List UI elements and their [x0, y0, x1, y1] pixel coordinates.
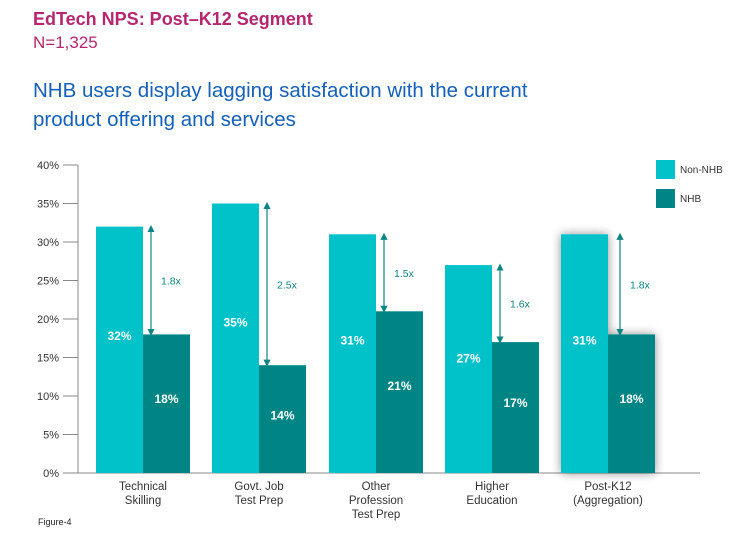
y-tick-label: 0%: [43, 468, 59, 480]
bar-non-nhb: [445, 265, 492, 473]
bar-value-label: 21%: [387, 379, 411, 393]
ratio-label: 1.8x: [161, 276, 182, 288]
legend-swatch-nhb: [656, 189, 675, 208]
bar-value-label: 32%: [107, 329, 131, 343]
bar-value-label: 35%: [223, 316, 247, 330]
bar-value-label: 31%: [340, 334, 364, 348]
bars: [96, 203, 655, 473]
legend-label: Non-NHB: [680, 165, 723, 176]
ratio-label: 1.8x: [630, 279, 651, 291]
bar-non-nhb: [329, 234, 376, 473]
bar-value-label: 18%: [154, 392, 178, 406]
x-category-label: Skilling: [125, 495, 161, 507]
ratio-label: 1.5x: [394, 268, 415, 280]
chart-title: EdTech NPS: Post–K12 Segment: [33, 9, 313, 29]
y-tick-label: 40%: [37, 160, 59, 172]
legend: Non-NHB NHB: [656, 160, 723, 208]
ratio-label: 1.6x: [510, 299, 531, 311]
bar-group: [96, 226, 190, 473]
bar-value-label: 18%: [619, 392, 643, 406]
bar-nhb: [608, 334, 655, 473]
bar-nhb: [492, 342, 539, 473]
x-category-label: Technical: [119, 481, 167, 493]
y-tick-label: 20%: [37, 314, 59, 326]
bar-value-label: 27%: [456, 351, 480, 365]
bar-nhb: [143, 334, 190, 473]
y-tick-label: 15%: [37, 353, 59, 365]
legend-swatch-non-nhb: [656, 160, 675, 179]
bar-nhb: [376, 311, 423, 473]
bar-non-nhb: [96, 226, 143, 473]
y-tick-label: 30%: [37, 237, 59, 249]
x-category-label: (Aggregation): [573, 495, 643, 507]
annotations: 32% 18% 1.8x 35% 14% 2.5x 31% 21% 1.5x 27% 17% 1.6x…: [107, 201, 651, 423]
bar-group: [212, 203, 306, 473]
ratio-label: 2.5x: [277, 279, 298, 291]
figure-label: Figure-4: [38, 517, 72, 527]
bar-non-nhb: [212, 203, 259, 473]
bar-group: [561, 234, 655, 473]
bar-non-nhb: [561, 234, 608, 473]
chart-headline: NHB users display lagging satisfaction w…: [33, 79, 528, 131]
bar-value-label: 17%: [503, 396, 527, 410]
x-category-label: Post-K12: [584, 481, 631, 493]
x-category-label: Test Prep: [235, 495, 284, 507]
x-category-label: Education: [466, 495, 517, 507]
y-tick-label: 25%: [37, 276, 59, 288]
y-tick-label: 35%: [37, 199, 59, 211]
axes: 0% 5% 10% 15% 20% 25% 30% 35% 40% Technical Skilli…: [37, 160, 700, 521]
x-category-label: Other: [362, 481, 391, 493]
x-category-label: Higher: [475, 481, 509, 493]
x-category-label: Govt. Job: [234, 481, 283, 493]
bar-value-label: 31%: [572, 334, 596, 348]
legend-label: NHB: [680, 194, 701, 205]
bar-group: [329, 234, 423, 473]
y-tick-label: 5%: [43, 430, 59, 442]
bar-group: [445, 265, 539, 473]
x-category-label: Profession: [349, 495, 403, 507]
bar-nhb: [259, 365, 306, 473]
sample-size: N=1,325: [33, 33, 98, 52]
bar-value-label: 14%: [270, 409, 294, 423]
x-category-label: Test Prep: [352, 509, 401, 521]
y-tick-label: 10%: [37, 391, 59, 403]
